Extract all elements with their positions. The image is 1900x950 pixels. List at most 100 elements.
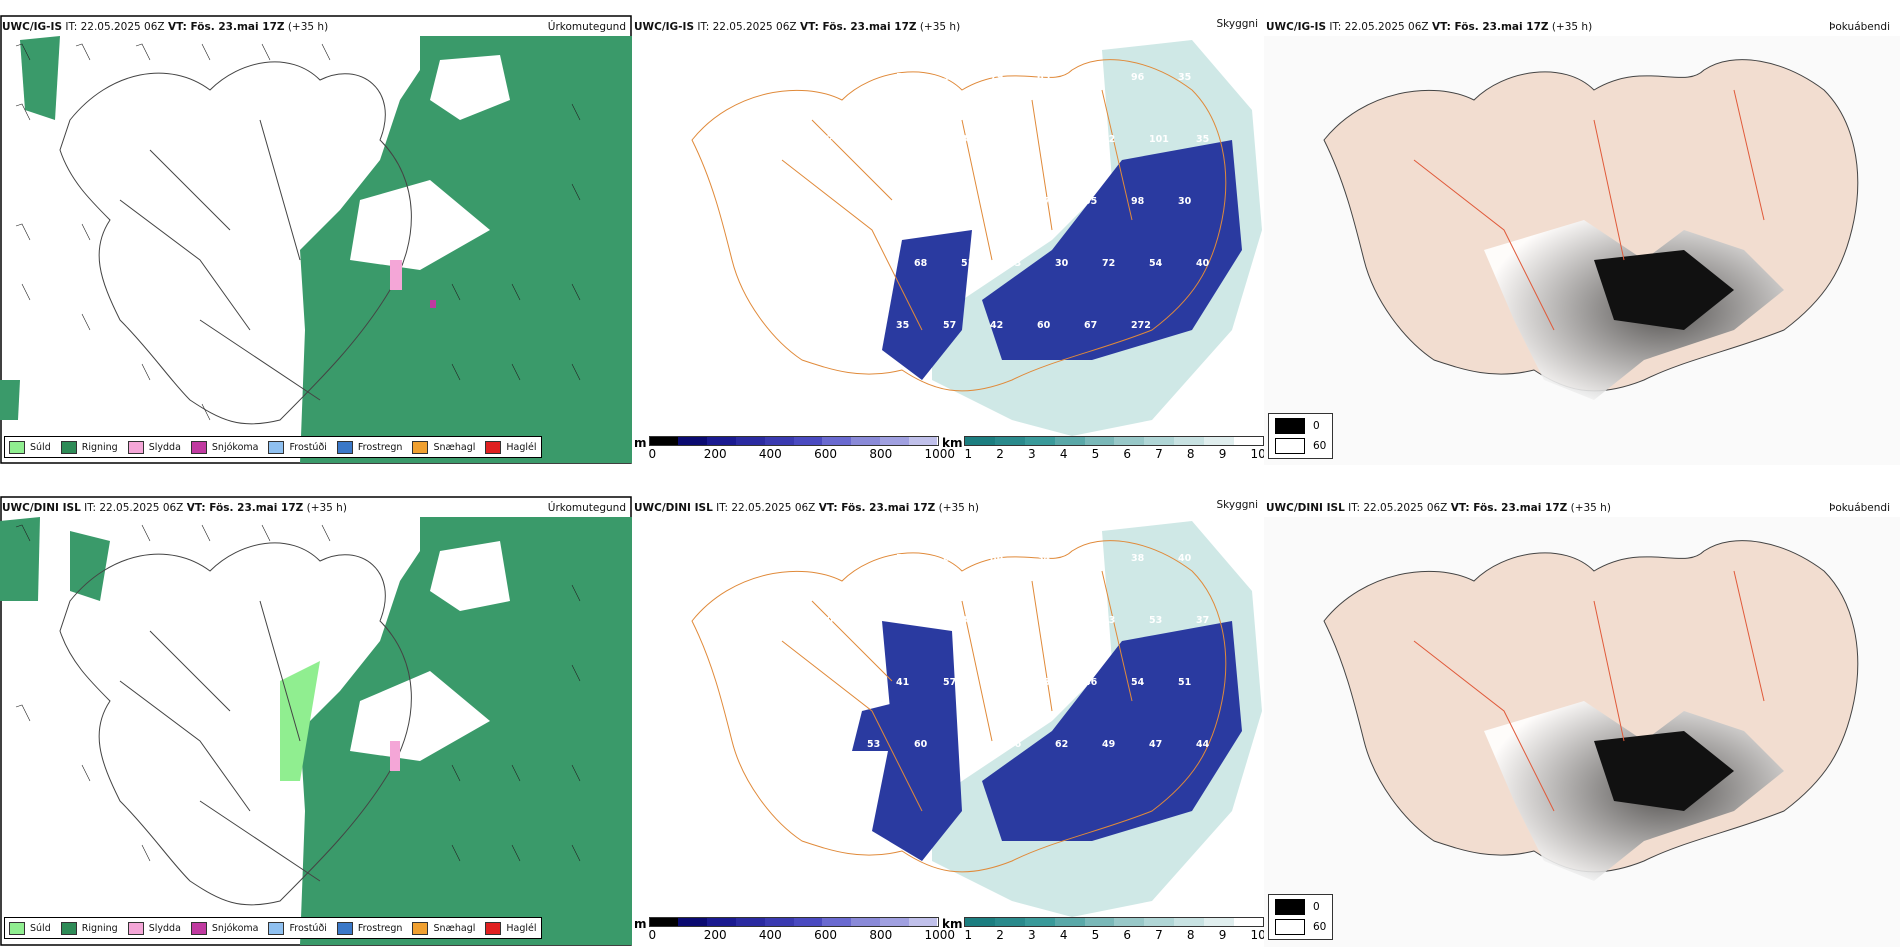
fog-panel-top: UWC/IG-IS IT: 22.05.2025 06Z VT: Fös. 23…	[1264, 0, 1900, 465]
legend-item: Snjókoma	[190, 921, 258, 935]
colorbar-tick: 3	[1028, 928, 1036, 942]
colorbar-unit: m	[634, 917, 647, 931]
cloud-base-value: 62	[943, 196, 956, 207]
legend-swatch	[127, 921, 144, 935]
cloud-base-value: 62	[1055, 739, 1068, 750]
legend-label: Frostúði	[289, 922, 327, 934]
cloud-base-value: 98	[1131, 196, 1145, 207]
cloud-base-value: 37	[1055, 615, 1068, 626]
visibility-colorbar: km 1 2 3 4 5 6 7 8 9 10	[942, 917, 1264, 943]
legend-item: Snæhagl	[412, 921, 475, 935]
cloud-base-value: 18	[802, 196, 816, 207]
legend-item: Frostúði	[268, 440, 327, 454]
colorbar-tick: 1	[964, 928, 973, 942]
cloud-base-value: 54	[1131, 677, 1145, 688]
colorbar-tick: 600	[814, 447, 838, 461]
cloud-base-value: 33	[961, 615, 974, 626]
colorbar-tick: 800	[869, 928, 893, 942]
cloud-base-value: 41	[896, 677, 909, 688]
cloud-base-value: 45	[820, 258, 833, 269]
cloud-base-value: 35	[1196, 134, 1209, 145]
cloud-base-value: 52	[1102, 134, 1115, 145]
cloud-base-value: 40	[1008, 134, 1022, 145]
colorbar-tick: 800	[869, 447, 893, 461]
legend-item: Haglél	[485, 440, 537, 454]
panel-header: UWC/IG-IS IT: 22.05.2025 06Z VT: Fös. 23…	[1266, 21, 1593, 33]
cloud-base-value: 86	[990, 553, 1004, 564]
cloud-base-colorbar: m 0 200 400 600 800 1000	[634, 917, 955, 943]
legend-label: Frostúði	[289, 441, 327, 453]
cloud-base-value: 56	[802, 320, 816, 331]
legend-swatch	[127, 440, 144, 454]
cloud-base-value: 46	[1084, 677, 1098, 688]
cloud-base-value: 66	[990, 677, 1004, 688]
cloud-base-value: 96	[1131, 72, 1145, 83]
colorbar-strip	[648, 917, 939, 927]
cloud-base-value: 50	[1055, 134, 1069, 145]
colorbar-tick: 200	[703, 447, 727, 461]
cloud-base-value: 33	[1037, 677, 1050, 688]
cloud-base-value: 136	[849, 801, 869, 812]
legend-swatch	[190, 921, 207, 935]
cloud-base-value: 11	[849, 196, 862, 207]
visibility-map-bottom: 244 37 57 62 86 34 77 38 40 40 56 32 33 39 37 43 53 37 31 9…	[632, 517, 1264, 917]
visibility-colorbar: km 1 2 3 4 5 6 7 8 9 10	[942, 436, 1264, 462]
legend-swatch	[9, 921, 25, 935]
cloud-base-value: 56	[867, 615, 881, 626]
colorbar-tick: 7	[1155, 928, 1163, 942]
colorbar-tick: 6	[1123, 928, 1131, 942]
colorbar-strip	[648, 436, 939, 446]
colorbar-tick: 10	[1250, 447, 1264, 461]
legend-label: Rigning	[81, 441, 118, 453]
fog-legend-row: 60	[1275, 438, 1326, 454]
cloud-base-values-top: 68 366 53 58 79 65 63 96 35 42 37 43 39 40 50 52 101 35 18…	[802, 72, 1210, 331]
panel-label: Skyggni	[1216, 18, 1259, 30]
cloud-base-value: 30	[1178, 196, 1192, 207]
cloud-base-value: 46	[849, 320, 863, 331]
cloud-base-value: 42	[990, 320, 1003, 331]
cloud-base-value: 62	[867, 258, 880, 269]
colorbar-tick: 4	[1059, 928, 1068, 942]
visibility-panel-top: 68 366 53 58 79 65 63 96 35 42 37 43 39 40 50 52 101 35 18…	[632, 0, 1264, 465]
cloud-base-value: 55	[1084, 196, 1097, 207]
fog-legend-label: 60	[1313, 921, 1327, 933]
fog-legend-swatch	[1275, 899, 1305, 915]
legend-item: Snæhagl	[412, 440, 475, 454]
cloud-base-value: 272	[1131, 320, 1151, 331]
cloud-base-value: 62	[943, 553, 956, 564]
panel-header: UWC/IG-IS IT: 22.05.2025 06Z VT: Fös. 23…	[634, 21, 961, 33]
legend-swatch	[9, 440, 25, 454]
cloud-base-value: 39	[1008, 615, 1021, 626]
fog-panel-bottom: UWC/DINI ISL IT: 22.05.2025 06Z VT: Fös.…	[1264, 481, 1900, 950]
cloud-base-value: 51	[1178, 677, 1191, 688]
fog-legend: 0 60	[1268, 894, 1334, 940]
colorbar-tick: 10	[1250, 928, 1264, 942]
cloud-base-value: 54	[1149, 258, 1163, 269]
cloud-base-value: 33	[1008, 258, 1021, 269]
cloud-base-value: 68	[802, 72, 816, 83]
legend-item: Súld	[9, 440, 51, 454]
cloud-base-value: 51	[961, 258, 974, 269]
fog-legend-label: 0	[1313, 420, 1320, 432]
cloud-base-value: 366	[849, 72, 869, 83]
fog-legend-swatch	[1275, 919, 1305, 935]
cloud-base-value: 233	[802, 801, 822, 812]
fog-legend-label: 0	[1313, 901, 1320, 913]
cloud-base-value: 37	[867, 134, 880, 145]
colorbar-tick: 8	[1186, 447, 1195, 461]
cloud-base-value: 53	[1149, 615, 1162, 626]
panel-header: UWC/DINI ISL IT: 22.05.2025 06Z VT: Fös.…	[2, 502, 347, 514]
visibility-map-top: 68 366 53 58 79 65 63 96 35 42 37 43 39 40 50 52 101 35 18…	[632, 36, 1264, 436]
colorbar-tick: 200	[703, 928, 727, 942]
legend-item: Snjókoma	[190, 440, 258, 454]
fog-legend: 0 60	[1268, 413, 1334, 459]
panel-label: Þokuábendi	[1829, 21, 1890, 33]
precip-type-legend: Súld Rigning Slydda Snjókoma Frostúði Frostre…	[4, 917, 542, 939]
colorbar-unit: m	[634, 436, 647, 450]
colorbar-tick: 400	[758, 447, 782, 461]
cloud-base-value: 30	[1055, 258, 1069, 269]
legend-item: Rigning	[60, 440, 118, 454]
fog-legend-swatch	[1275, 438, 1305, 454]
cloud-base-value: 60	[1037, 320, 1051, 331]
colorbar-tick: 600	[814, 928, 838, 942]
